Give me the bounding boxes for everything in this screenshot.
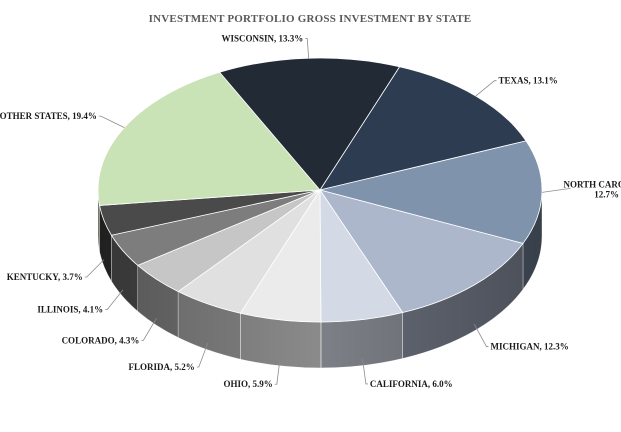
slice-label-kentucky: KENTUCKY, 3.7% [7,272,83,282]
leader-line-illinois [105,289,124,311]
slice-label-michigan: MICHIGAN, 12.3% [490,342,568,352]
pie-sides [97,189,543,369]
pie-top [97,57,543,323]
slice-label-colorado: COLORADO, 4.3% [62,335,140,345]
leader-line-north-carolina [541,188,571,193]
slice-label-texas: TEXAS, 13.1% [499,76,558,86]
slice-label-florida: FLORIDA, 5.2% [129,362,195,372]
leader-line-other-states [98,115,125,128]
leader-line-michigan [473,323,489,347]
pie-rim-shading [98,190,542,368]
slice-label-wisconsin: WISCONSIN, 13.3% [221,33,303,43]
pie-slice-other-states [97,71,321,206]
slice-label-illinois: ILLINOIS, 4.1% [37,305,103,315]
slice-label-other-states: OTHER STATES, 19.4% [0,111,97,121]
leader-line-wisconsin [305,37,310,59]
pie-slice-michigan [319,189,524,313]
slice-labels: TEXAS, 13.1% NORTH CAROLINA,12.7% MICHIGAN… [0,33,621,389]
pie-slice-texas [319,66,527,191]
leader-line-california [362,358,368,385]
slice-label-north-carolina: NORTH CAROLINA,12.7% [563,180,621,200]
leader-line-texas [475,80,497,97]
leader-lines [84,37,571,385]
leader-line-colorado [141,318,157,341]
pie-slice-wisconsin [218,57,401,191]
slice-label-ohio: OHIO, 5.9% [224,379,273,389]
leader-line-kentucky [84,259,105,278]
leader-line-florida [196,342,209,368]
chart-title: INVESTMENT PORTFOLIO GROSS INVESTMENT BY… [149,13,472,25]
pie-slice-north-carolina [319,140,543,244]
leader-line-ohio [274,358,281,385]
slice-label-california: CALIFORNIA, 6.0% [370,379,453,389]
